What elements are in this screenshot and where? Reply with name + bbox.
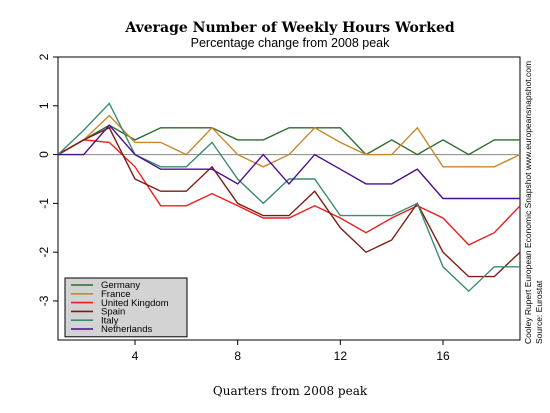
x-axis: 4 8 12 16 bbox=[132, 340, 450, 363]
series-line-united-kingdom bbox=[57, 139, 521, 246]
legend-label: Netherlands bbox=[101, 324, 152, 335]
chart-title: Average Number of Weekly Hours Worked bbox=[124, 20, 455, 36]
legend-box bbox=[64, 277, 188, 338]
x-tick-label: 8 bbox=[234, 349, 241, 363]
y-tick-label: 1 bbox=[37, 102, 51, 109]
x-axis-label: Quarters from 2008 peak bbox=[213, 384, 368, 398]
legend-label: France bbox=[101, 289, 131, 300]
chart-subtitle: Percentage change from 2008 peak bbox=[191, 36, 390, 50]
x-tick-label: 16 bbox=[436, 349, 450, 363]
y-tick-label: -3 bbox=[37, 295, 51, 306]
y-tick-label: -1 bbox=[37, 198, 51, 209]
legend-label: United Kingdom bbox=[101, 298, 169, 309]
legend-label: Spain bbox=[101, 307, 125, 318]
legend-label: Italy bbox=[101, 315, 119, 326]
credit-note: Cooley Rupert European Economic Snapshot… bbox=[523, 61, 533, 344]
series-line-italy bbox=[57, 102, 520, 293]
series-line-france bbox=[57, 114, 521, 168]
y-tick-label: -2 bbox=[37, 247, 51, 258]
source-note: Source: Eurostat bbox=[534, 280, 544, 344]
series-layer bbox=[57, 102, 521, 293]
y-tick-label: 2 bbox=[37, 53, 51, 60]
series-line-netherlands bbox=[58, 124, 520, 200]
legend-label: Germany bbox=[101, 280, 140, 291]
series-line-germany bbox=[57, 124, 520, 156]
x-tick-label: 12 bbox=[334, 349, 348, 363]
series-line-spain bbox=[57, 126, 521, 278]
x-tick-label: 4 bbox=[132, 349, 139, 363]
y-tick-label: 0 bbox=[37, 151, 51, 158]
y-axis: 2 1 0 -1 -2 -3 bbox=[37, 53, 58, 306]
